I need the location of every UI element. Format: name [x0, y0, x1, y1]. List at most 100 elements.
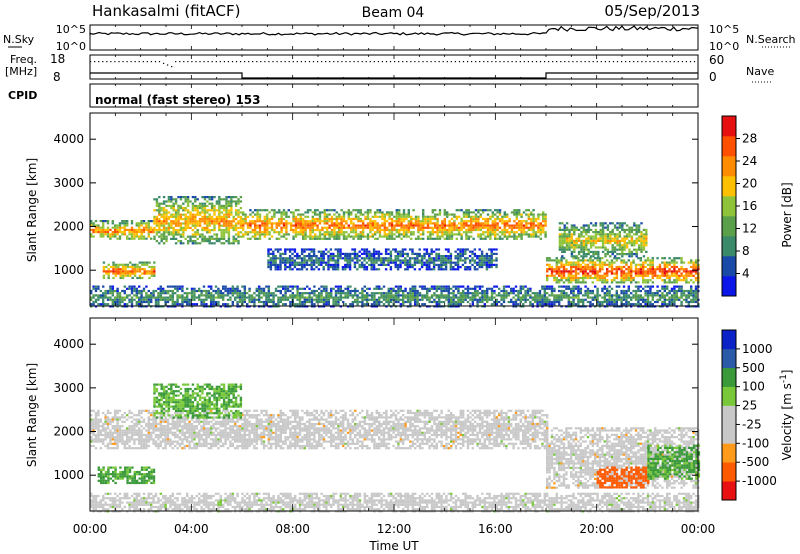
- power-cell: [274, 287, 278, 290]
- power-cell: [94, 298, 98, 301]
- power-cell: [548, 298, 551, 301]
- power-cell: [452, 285, 455, 288]
- power-cell: [555, 276, 558, 280]
- power-cell: [625, 289, 628, 293]
- power-cell: [320, 285, 323, 288]
- power-cell: [102, 276, 106, 280]
- power-cell: [270, 228, 274, 232]
- power-cell: [615, 285, 618, 288]
- power-cell: [130, 300, 134, 304]
- power-cell: [323, 226, 326, 229]
- power-cell: [179, 213, 183, 216]
- nsky-tick-bottom: 10^0: [56, 40, 86, 53]
- power-cell: [591, 270, 594, 273]
- power-cell: [520, 222, 523, 225]
- power-cell: [620, 276, 623, 280]
- power-cell: [347, 235, 350, 238]
- power-cell: [621, 237, 624, 240]
- power-cell: [287, 215, 290, 218]
- power-cell: [515, 237, 518, 240]
- power-cell: [162, 289, 165, 293]
- power-cell: [153, 209, 156, 212]
- power-cell: [494, 209, 497, 212]
- power-cell: [503, 231, 506, 234]
- nave-point: [260, 61, 262, 63]
- power-cell: [203, 220, 207, 223]
- power-cell: [563, 248, 566, 251]
- power-cell: [402, 235, 406, 238]
- power-cell: [323, 231, 326, 234]
- power-cell: [615, 292, 618, 295]
- power-cell: [548, 257, 551, 260]
- power-cell: [269, 248, 273, 251]
- power-cell: [618, 239, 622, 242]
- power-cell: [313, 294, 316, 297]
- power-cell: [170, 215, 173, 218]
- power-cell: [666, 303, 669, 306]
- power-cell: [591, 268, 594, 271]
- power-cell: [268, 237, 271, 240]
- power-cell: [589, 235, 593, 238]
- power-cell: [111, 233, 114, 236]
- power-cell: [508, 217, 511, 221]
- nave-point: [487, 61, 489, 63]
- power-cell: [382, 294, 386, 297]
- power-cell: [212, 303, 215, 306]
- power-cell: [213, 237, 216, 240]
- power-cell: [620, 281, 623, 284]
- power-cell: [184, 224, 187, 227]
- power-cell: [130, 285, 134, 288]
- power-cell: [466, 292, 470, 295]
- power-cell: [601, 276, 604, 280]
- power-cell: [270, 300, 273, 304]
- power-cell: [118, 296, 122, 299]
- power-cell: [407, 209, 410, 212]
- power-cell: [314, 217, 317, 221]
- power-cell: [426, 220, 430, 223]
- power-cell: [635, 255, 638, 258]
- power-cell: [374, 237, 377, 240]
- power-cell: [550, 289, 554, 293]
- power-cell: [251, 222, 254, 225]
- power-cell: [438, 294, 441, 297]
- power-cell: [610, 298, 614, 301]
- power-cell: [506, 235, 509, 238]
- nave-point: [130, 61, 132, 63]
- power-cell: [162, 215, 166, 218]
- power-cell: [670, 296, 674, 299]
- power-cell: [272, 255, 275, 258]
- power-cell: [601, 268, 604, 271]
- nave-point: [142, 61, 144, 63]
- power-cell: [135, 289, 138, 293]
- power-cell: [592, 237, 595, 240]
- power-cell: [591, 259, 594, 262]
- power-cell: [572, 296, 575, 299]
- power-cell: [565, 228, 569, 231]
- power-cell: [231, 287, 234, 290]
- power-cell: [622, 294, 626, 297]
- power-cell: [553, 296, 556, 299]
- power-cell: [577, 279, 580, 282]
- power-cell: [308, 257, 311, 260]
- power-cell: [153, 235, 156, 238]
- power-cell: [306, 296, 309, 299]
- power-cell: [642, 255, 646, 258]
- nave-point: [276, 61, 278, 63]
- power-cell: [232, 240, 235, 243]
- power-cell: [90, 292, 93, 295]
- power-cell: [594, 268, 597, 271]
- power-cell: [162, 235, 166, 238]
- power-cell: [302, 233, 305, 236]
- power-cell: [332, 268, 335, 271]
- power-cell: [414, 300, 417, 304]
- power-cell: [515, 224, 518, 227]
- power-cell: [572, 289, 575, 293]
- power-cell: [289, 289, 292, 293]
- power-cell: [496, 211, 499, 214]
- power-cell: [218, 215, 221, 218]
- power-cell: [630, 274, 633, 277]
- power-cell: [489, 215, 492, 218]
- power-cell: [135, 294, 138, 297]
- power-cell: [165, 240, 168, 243]
- power-cell: [237, 220, 240, 223]
